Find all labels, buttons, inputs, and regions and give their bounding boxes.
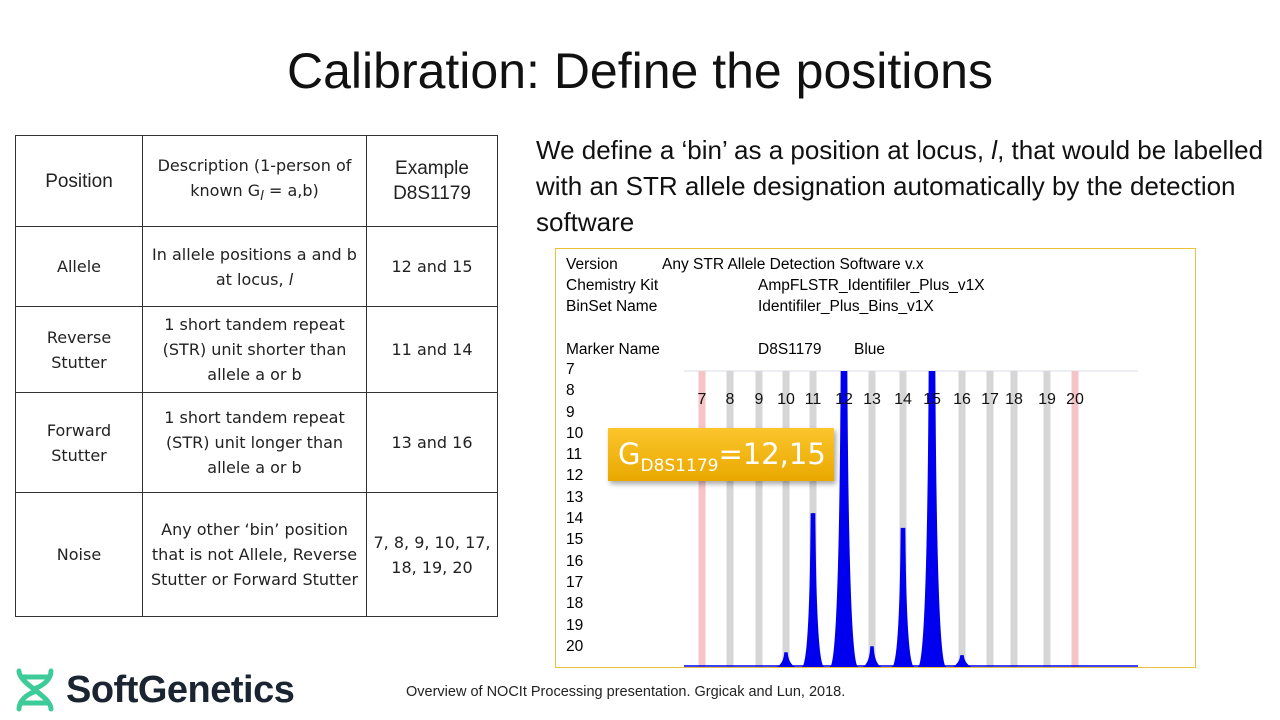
peak-16 <box>953 655 971 667</box>
table-row: Allele In allele positions a and b at lo… <box>15 226 498 307</box>
bin-16 <box>958 371 966 667</box>
bin-18 <box>1010 371 1018 667</box>
bin-label-14: 14 <box>894 391 912 408</box>
bin-label-8: 8 <box>726 391 735 408</box>
peak-plot: 7 8 9 10 11 12 13 14 15 16 17 18 19 20 <box>684 370 1138 667</box>
bin-label-20: 20 <box>1066 391 1084 408</box>
bin-definition-text: We define a ‘bin’ as a position at locus… <box>536 132 1276 240</box>
allele-list-item: 20 <box>566 637 584 655</box>
marker-label: Marker Name <box>566 341 660 358</box>
allele-list-item: 18 <box>566 595 584 613</box>
cell-example: 13 and 16 <box>366 392 498 493</box>
positions-table: Position Description (1-person of known … <box>15 135 498 617</box>
table-row: Forward Stutter 1 short tandem repeat (S… <box>15 392 498 493</box>
bin-label-9: 9 <box>755 391 764 408</box>
softgenetics-logo: SoftGenetics <box>14 668 295 712</box>
cell-description-text: In allele positions a and b at locus, <box>152 244 357 289</box>
bin-label-15: 15 <box>923 391 941 408</box>
cell-example: 12 and 15 <box>366 226 498 307</box>
allele-list-item: 11 <box>566 446 583 464</box>
bin-9 <box>755 371 763 667</box>
cell-example: 11 and 14 <box>366 306 498 393</box>
bin-label-13: 13 <box>863 391 881 408</box>
callout-value: =12,15 <box>718 437 826 471</box>
peak-13 <box>863 646 881 667</box>
bin-13 <box>868 371 876 667</box>
bin-19 <box>1043 371 1051 667</box>
cell-description: Any other ‘bin’ position that is not All… <box>142 492 367 617</box>
bin-label-17: 17 <box>981 391 999 408</box>
cell-description: 1 short tandem repeat (STR) unit longer … <box>142 392 367 493</box>
peak-14 <box>892 527 914 667</box>
allele-list: 7 8 9 10 11 12 13 14 15 16 17 18 19 20 <box>566 359 583 657</box>
kit-label: Chemistry Kit <box>566 277 659 294</box>
header-sub: l <box>260 189 264 205</box>
cell-position: Noise <box>15 492 143 617</box>
marker-value: D8S1179 <box>758 341 822 358</box>
bin-label-7: 7 <box>698 391 707 408</box>
genotype-callout: GD8S1179=12,15 <box>608 428 834 481</box>
allele-list-item: 17 <box>566 573 584 591</box>
callout-g: G <box>618 437 641 471</box>
table-row: Noise Any other ‘bin’ position that is n… <box>15 492 498 617</box>
bin-label-16: 16 <box>953 391 971 408</box>
version-label: Version <box>566 256 618 273</box>
peak-12 <box>830 371 858 667</box>
peak-15 <box>918 371 946 667</box>
bin-7 <box>698 371 706 667</box>
kit-value: AmpFLSTR_Identifiler_Plus_v1X <box>758 277 985 294</box>
table-row: Reverse Stutter 1 short tandem repeat (S… <box>15 306 498 393</box>
version-value: Any STR Allele Detection Software v.x <box>662 256 924 273</box>
header-example: Example D8S1179 <box>366 135 498 227</box>
cell-description: 1 short tandem repeat (STR) unit shorter… <box>142 306 367 393</box>
header-description: Description (1-person of known Gl = a,b) <box>142 135 367 227</box>
allele-list-item: 8 <box>566 382 575 400</box>
cell-description: In allele positions a and b at locus, l <box>142 226 367 307</box>
peak-11 <box>802 513 824 667</box>
bin-14 <box>899 371 907 667</box>
header-position: Position <box>15 135 143 227</box>
bin-17 <box>986 371 994 667</box>
intro-italic: l <box>991 135 998 165</box>
allele-list-item: 13 <box>566 488 584 506</box>
bin-label-18: 18 <box>1005 391 1023 408</box>
allele-list-item: 19 <box>566 616 584 634</box>
binset-label: BinSet Name <box>566 298 658 315</box>
peak-10 <box>777 652 795 667</box>
bin-label-11: 11 <box>805 391 822 408</box>
allele-list-item: 15 <box>566 531 584 549</box>
logo-text: SoftGenetics <box>66 668 295 711</box>
bin-label-10: 10 <box>777 391 795 408</box>
header-description-tail: = a,b) <box>263 180 319 200</box>
citation: Overview of NOCIt Processing presentatio… <box>406 684 846 700</box>
callout-locus: D8S1179 <box>640 455 719 476</box>
bin-label-12: 12 <box>835 391 853 408</box>
bin-label-19: 19 <box>1038 391 1056 408</box>
cell-position: Forward Stutter <box>15 392 143 493</box>
binset-value: Identifiler_Plus_Bins_v1X <box>758 298 934 315</box>
table-header-row: Position Description (1-person of known … <box>15 135 498 227</box>
bin-20 <box>1071 371 1079 667</box>
allele-list-item: 14 <box>566 510 584 528</box>
cell-example: 7, 8, 9, 10, 17, 18, 19, 20 <box>366 492 498 617</box>
intro-text-tail: , that would be labelled with an STR all… <box>536 135 1264 237</box>
allele-list-item: 9 <box>566 403 575 421</box>
cell-position: Allele <box>15 226 143 307</box>
header-description-text: Description (1-person of known G <box>157 155 352 200</box>
dye-value: Blue <box>854 341 886 358</box>
dna-helix-icon <box>16 668 54 712</box>
allele-list-item: 7 <box>566 361 575 378</box>
allele-list-item: 12 <box>566 467 584 485</box>
cell-position: Reverse Stutter <box>15 306 143 393</box>
allele-list-item: 10 <box>566 424 584 442</box>
intro-text: We define a ‘bin’ as a position at locus… <box>536 135 992 165</box>
allele-list-item: 16 <box>566 552 584 570</box>
bin-10 <box>782 371 790 667</box>
cell-description-italic: l <box>288 269 294 289</box>
bin-8 <box>726 371 734 667</box>
slide-title: Calibration: Define the positions <box>287 43 993 99</box>
